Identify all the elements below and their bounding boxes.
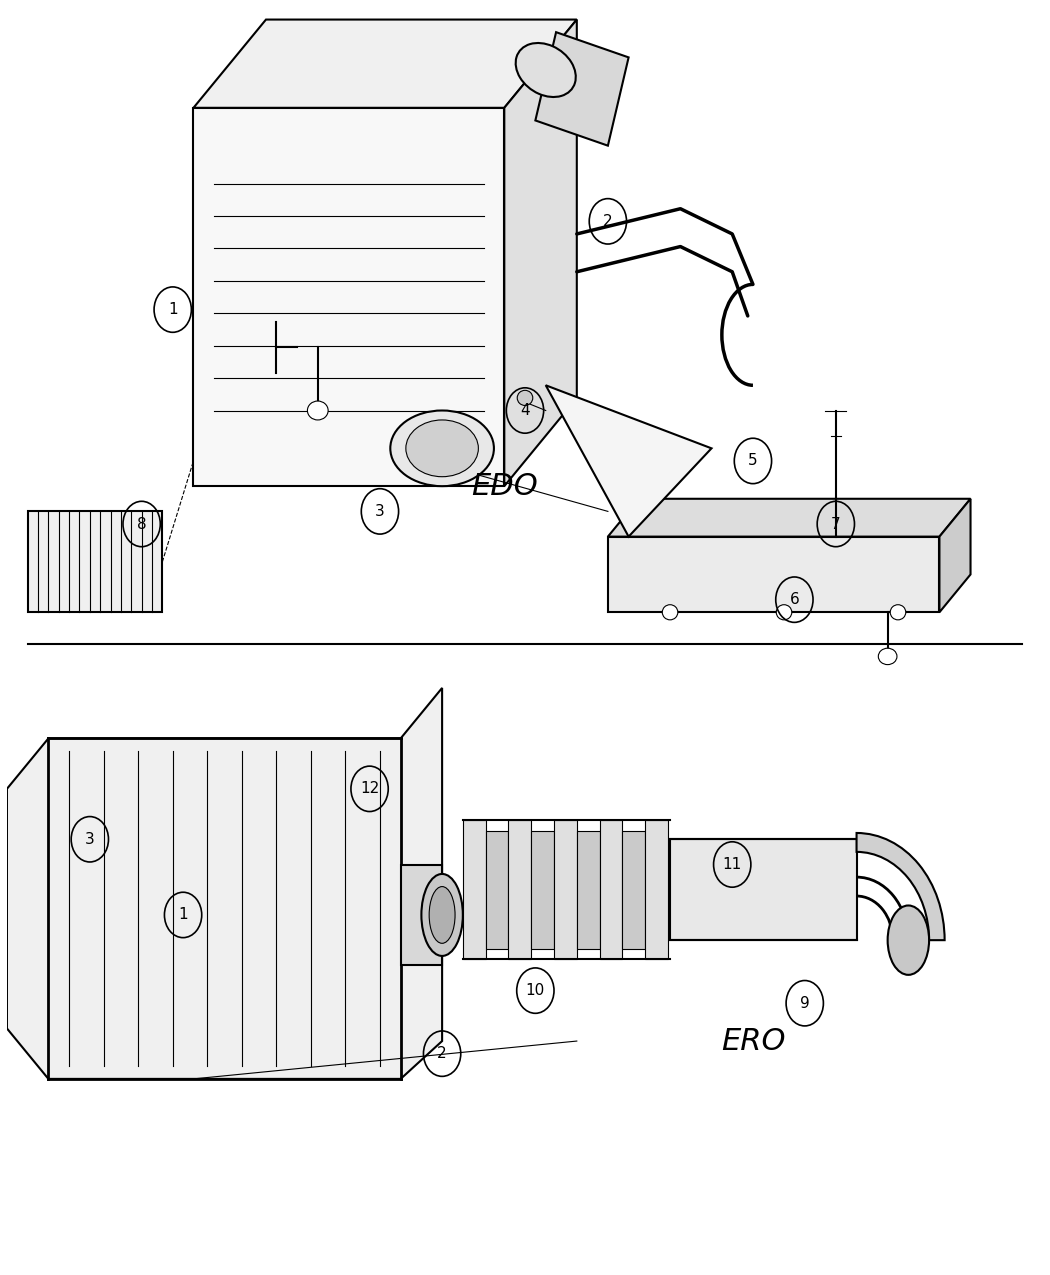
Wedge shape [857, 833, 945, 940]
Polygon shape [401, 864, 442, 965]
Ellipse shape [887, 905, 929, 975]
Ellipse shape [391, 411, 494, 486]
Polygon shape [608, 499, 970, 537]
Ellipse shape [878, 648, 897, 664]
Text: 11: 11 [722, 857, 742, 872]
Polygon shape [536, 32, 629, 145]
Polygon shape [193, 19, 576, 108]
Polygon shape [7, 688, 442, 1079]
Polygon shape [554, 820, 576, 959]
Ellipse shape [429, 886, 455, 943]
Text: 10: 10 [526, 983, 545, 998]
Text: 4: 4 [520, 403, 530, 418]
Text: 8: 8 [136, 516, 146, 532]
Ellipse shape [518, 390, 532, 405]
Ellipse shape [406, 419, 479, 477]
Text: 6: 6 [790, 592, 799, 607]
Ellipse shape [890, 604, 906, 620]
Polygon shape [645, 820, 668, 959]
Polygon shape [504, 19, 576, 486]
Text: EDO: EDO [470, 472, 538, 501]
Polygon shape [600, 820, 623, 959]
Text: 2: 2 [603, 214, 613, 228]
Text: 12: 12 [360, 782, 379, 797]
Polygon shape [608, 537, 940, 612]
Text: 1: 1 [168, 302, 177, 317]
Polygon shape [27, 511, 163, 612]
Text: ERO: ERO [720, 1026, 785, 1056]
Text: 9: 9 [800, 996, 810, 1011]
Polygon shape [576, 831, 600, 949]
Text: 1: 1 [178, 908, 188, 922]
Polygon shape [508, 820, 531, 959]
Polygon shape [463, 820, 486, 959]
Ellipse shape [421, 873, 463, 956]
Polygon shape [531, 831, 554, 949]
Ellipse shape [663, 604, 678, 620]
Polygon shape [940, 499, 970, 612]
Text: 3: 3 [85, 831, 94, 847]
Text: 5: 5 [749, 454, 758, 468]
Polygon shape [486, 831, 508, 949]
Polygon shape [623, 831, 645, 949]
Polygon shape [670, 839, 857, 940]
Ellipse shape [776, 604, 792, 620]
Polygon shape [546, 385, 712, 537]
Ellipse shape [516, 43, 575, 97]
Text: 2: 2 [437, 1047, 447, 1061]
Text: 3: 3 [375, 504, 384, 519]
Text: 7: 7 [831, 516, 841, 532]
Ellipse shape [308, 402, 329, 419]
Polygon shape [193, 108, 504, 486]
